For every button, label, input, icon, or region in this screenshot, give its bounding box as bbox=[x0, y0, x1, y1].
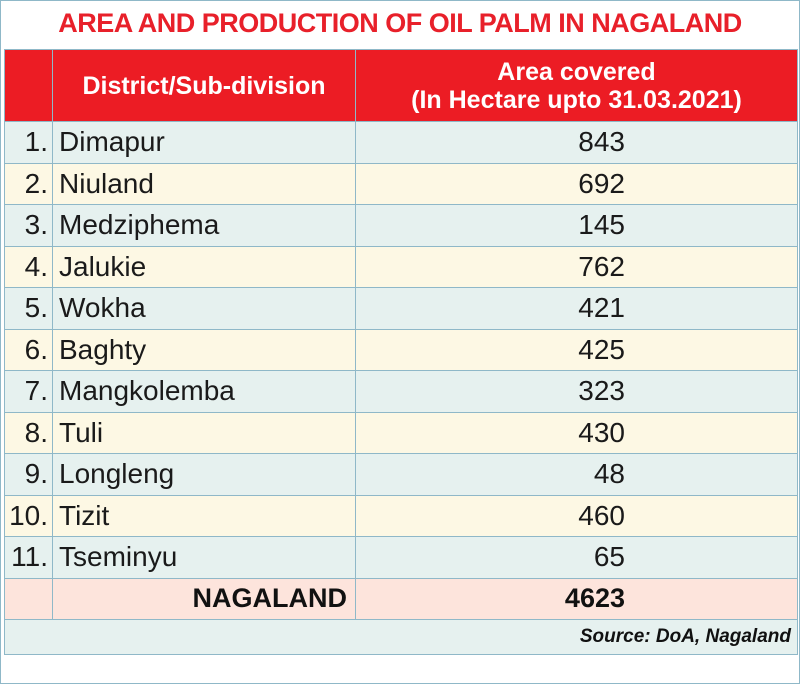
row-number: 3. bbox=[4, 204, 53, 247]
source-row: Source: DoA, Nagaland bbox=[4, 618, 798, 655]
area-value: 460 bbox=[355, 494, 798, 537]
row-number: 1. bbox=[4, 121, 53, 164]
table-header-row: District/Sub-division Area covered (In H… bbox=[4, 49, 798, 122]
area-value: 323 bbox=[355, 370, 798, 413]
table-row: 4. Jalukie 762 bbox=[4, 245, 798, 288]
district-name: Baghty bbox=[52, 328, 356, 371]
table-row: 6. Baghty 425 bbox=[4, 328, 798, 371]
row-number: 9. bbox=[4, 453, 53, 496]
row-number: 5. bbox=[4, 287, 53, 330]
header-district: District/Sub-division bbox=[52, 49, 356, 122]
header-number bbox=[4, 49, 53, 122]
row-number: 8. bbox=[4, 411, 53, 454]
area-value: 692 bbox=[355, 162, 798, 205]
table-row: 11. Tseminyu 65 bbox=[4, 536, 798, 579]
district-name: Tizit bbox=[52, 494, 356, 537]
row-number: 6. bbox=[4, 328, 53, 371]
table-body: 1. Dimapur 843 2. Niuland 692 3. Medziphema 145 4… bbox=[4, 121, 798, 655]
area-value: 843 bbox=[355, 121, 798, 164]
header-area-line1: Area covered bbox=[497, 57, 656, 86]
row-number: 4. bbox=[4, 245, 53, 288]
area-value: 762 bbox=[355, 245, 798, 288]
total-value: 4623 bbox=[355, 577, 798, 620]
row-number: 2. bbox=[4, 162, 53, 205]
district-name: Tseminyu bbox=[52, 536, 356, 579]
district-name: Niuland bbox=[52, 162, 356, 205]
table-row: 1. Dimapur 843 bbox=[4, 121, 798, 164]
district-name: Wokha bbox=[52, 287, 356, 330]
row-number: 11. bbox=[4, 536, 53, 579]
table-row: 2. Niuland 692 bbox=[4, 162, 798, 205]
area-value: 425 bbox=[355, 328, 798, 371]
header-area: Area covered (In Hectare upto 31.03.2021… bbox=[355, 49, 798, 122]
table-row: 7. Mangkolemba 323 bbox=[4, 370, 798, 413]
district-name: Medziphema bbox=[52, 204, 356, 247]
district-name: Dimapur bbox=[52, 121, 356, 164]
total-number bbox=[4, 577, 53, 620]
table-row: 3. Medziphema 145 bbox=[4, 204, 798, 247]
page-title: AREA AND PRODUCTION OF OIL PALM IN NAGAL… bbox=[58, 7, 742, 38]
area-value: 65 bbox=[355, 536, 798, 579]
total-label: NAGALAND bbox=[52, 577, 356, 620]
row-number: 10. bbox=[4, 494, 53, 537]
oil-palm-table: District/Sub-division Area covered (In H… bbox=[4, 49, 798, 655]
total-row: NAGALAND 4623 bbox=[4, 577, 798, 620]
district-name: Jalukie bbox=[52, 245, 356, 288]
area-value: 145 bbox=[355, 204, 798, 247]
area-value: 421 bbox=[355, 287, 798, 330]
district-name: Mangkolemba bbox=[52, 370, 356, 413]
area-value: 48 bbox=[355, 453, 798, 496]
table-row: 8. Tuli 430 bbox=[4, 411, 798, 454]
table-row: 9. Longleng 48 bbox=[4, 453, 798, 496]
area-value: 430 bbox=[355, 411, 798, 454]
row-number: 7. bbox=[4, 370, 53, 413]
district-name: Tuli bbox=[52, 411, 356, 454]
source-note: Source: DoA, Nagaland bbox=[4, 618, 798, 655]
table-row: 10. Tizit 460 bbox=[4, 494, 798, 537]
header-area-line2: (In Hectare upto 31.03.2021) bbox=[411, 85, 742, 114]
table-row: 5. Wokha 421 bbox=[4, 287, 798, 330]
district-name: Longleng bbox=[52, 453, 356, 496]
